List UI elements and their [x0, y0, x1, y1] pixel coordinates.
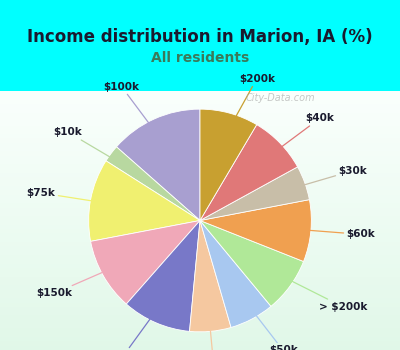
Text: $50k: $50k	[238, 291, 298, 350]
Text: $60k: $60k	[280, 228, 375, 239]
Wedge shape	[200, 220, 304, 306]
Text: City-Data.com: City-Data.com	[245, 93, 315, 103]
Text: $200k: $200k	[221, 74, 275, 143]
Text: $30k: $30k	[276, 166, 367, 193]
Wedge shape	[89, 161, 200, 241]
Wedge shape	[190, 220, 231, 332]
Wedge shape	[116, 109, 200, 220]
Wedge shape	[106, 147, 200, 220]
Wedge shape	[126, 220, 200, 331]
Wedge shape	[91, 220, 200, 304]
Text: Income distribution in Marion, IA (%): Income distribution in Marion, IA (%)	[27, 28, 373, 46]
Wedge shape	[200, 167, 309, 220]
Text: > $200k: > $200k	[265, 268, 367, 312]
Wedge shape	[200, 199, 311, 261]
Wedge shape	[200, 220, 271, 328]
Wedge shape	[200, 109, 257, 220]
Text: $125k: $125k	[106, 294, 168, 350]
Text: $20k: $20k	[200, 300, 228, 350]
Text: $10k: $10k	[54, 127, 136, 172]
Text: All residents: All residents	[151, 51, 249, 65]
Text: $150k: $150k	[36, 260, 130, 298]
Text: $100k: $100k	[104, 82, 167, 147]
Text: $40k: $40k	[258, 113, 334, 165]
Wedge shape	[200, 125, 298, 220]
Text: $75k: $75k	[27, 188, 121, 205]
